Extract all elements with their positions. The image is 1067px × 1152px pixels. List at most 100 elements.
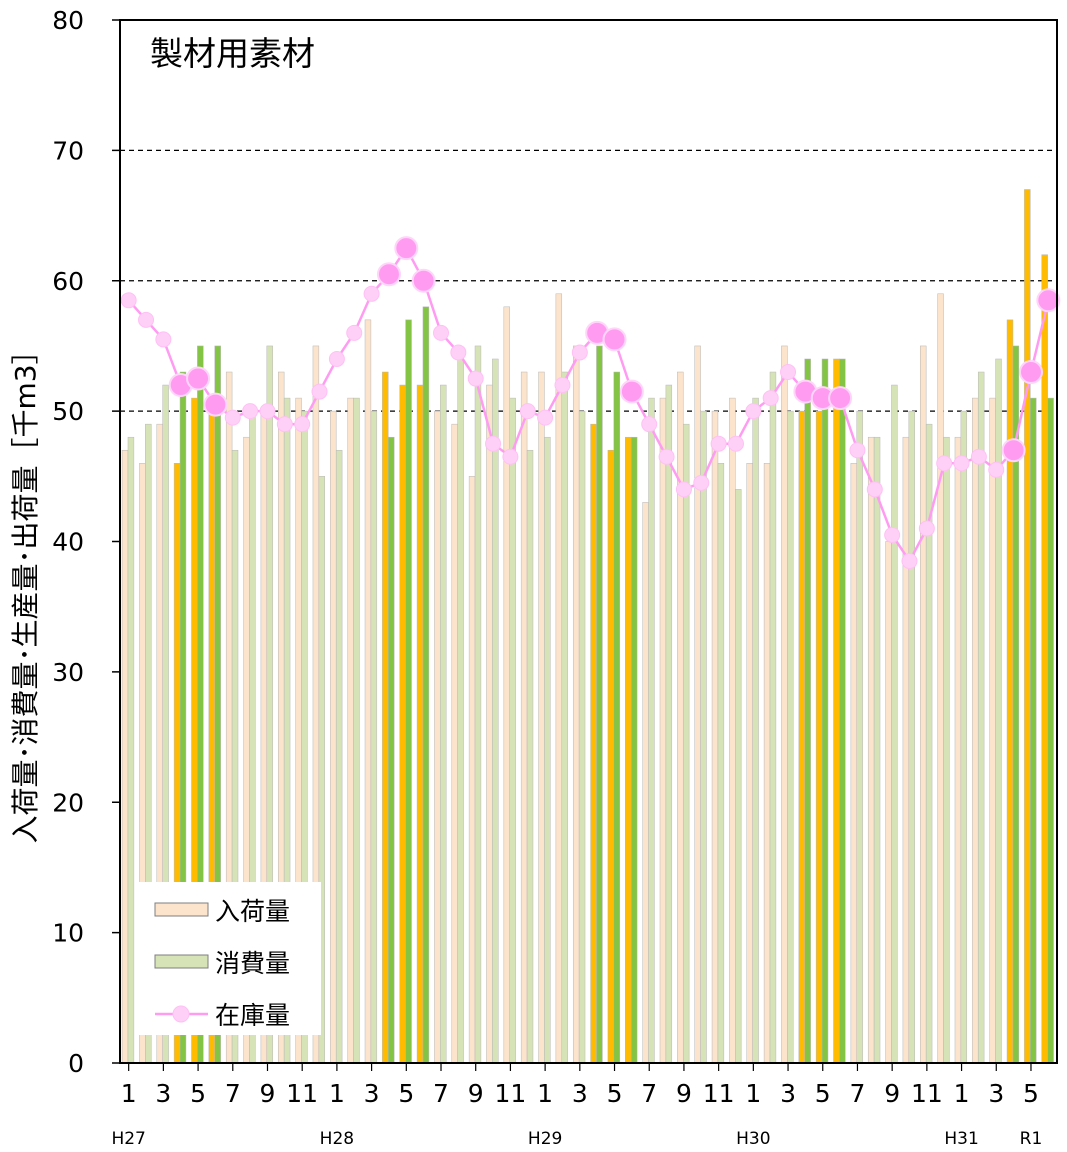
stock-point-26 bbox=[571, 344, 588, 361]
stock-point-5 bbox=[203, 392, 228, 417]
stock-point-10 bbox=[294, 416, 311, 433]
bar-consumption-45 bbox=[908, 410, 915, 1064]
bar-consumption-38 bbox=[787, 410, 794, 1064]
stock-point-14 bbox=[363, 285, 380, 302]
stock-point-51 bbox=[1001, 438, 1026, 463]
x-tick-label-2: 3 bbox=[155, 1079, 171, 1108]
bar-consumption-33 bbox=[700, 410, 707, 1064]
stock-point-42 bbox=[849, 442, 866, 459]
bar-arrivals-49 bbox=[972, 397, 979, 1064]
stock-point-11 bbox=[311, 383, 328, 400]
bar-arrivals-26 bbox=[572, 345, 580, 1064]
stock-point-50 bbox=[988, 461, 1005, 478]
y-tick-label-80: 80 bbox=[52, 6, 84, 35]
legend-swatch-consumption bbox=[154, 954, 209, 969]
legend-marker-stock bbox=[172, 1005, 190, 1023]
stock-point-35 bbox=[727, 435, 744, 452]
bar-arrivals-30 bbox=[642, 502, 649, 1064]
year-label-H28: H28 bbox=[320, 1129, 354, 1149]
x-tick-label-38: 3 bbox=[780, 1079, 796, 1108]
bar-consumption-12 bbox=[335, 449, 343, 1064]
bar-consumption-14 bbox=[370, 410, 378, 1064]
y-axis-label: 入荷量･消費量･生産量･出荷量［千m3］ bbox=[9, 336, 42, 843]
bar-consumption-20 bbox=[474, 345, 482, 1064]
bar-arrivals-21 bbox=[486, 384, 493, 1064]
stock-point-33 bbox=[693, 474, 710, 491]
stock-point-29 bbox=[619, 379, 644, 404]
x-tick-label-52: 5 bbox=[1023, 1079, 1039, 1108]
bar-arrivals-32 bbox=[677, 371, 684, 1064]
stock-point-23 bbox=[519, 403, 536, 420]
bar-arrivals-43 bbox=[867, 436, 875, 1064]
stock-point-13 bbox=[346, 324, 363, 341]
y-tick-label-10: 10 bbox=[52, 919, 84, 948]
stock-point-22 bbox=[502, 448, 519, 465]
bar-arrivals-19 bbox=[451, 423, 458, 1064]
x-tick-label-18: 7 bbox=[433, 1079, 449, 1108]
bar-arrivals-24 bbox=[538, 371, 545, 1064]
bar-consumption-49 bbox=[977, 371, 985, 1064]
stock-point-52 bbox=[1018, 360, 1043, 385]
stock-point-34 bbox=[710, 435, 727, 452]
x-tick-label-22: 11 bbox=[495, 1079, 527, 1108]
stock-point-31 bbox=[658, 448, 675, 465]
bar-consumption-44 bbox=[891, 384, 898, 1064]
bar-arrivals-31 bbox=[659, 397, 667, 1064]
stock-point-1 bbox=[138, 311, 155, 328]
stock-point-49 bbox=[970, 448, 987, 465]
bar-arrivals-16 bbox=[399, 384, 406, 1064]
stock-point-9 bbox=[276, 416, 293, 433]
bar-arrivals-51 bbox=[1006, 319, 1014, 1064]
stock-point-17 bbox=[411, 268, 436, 293]
bar-consumption-21 bbox=[492, 358, 499, 1064]
bar-consumption-34 bbox=[717, 463, 725, 1064]
legend-swatch-arrivals bbox=[154, 902, 209, 917]
bar-arrivals-0 bbox=[121, 449, 129, 1064]
bar-arrivals-27 bbox=[590, 423, 597, 1064]
stock-point-38 bbox=[780, 364, 797, 381]
x-tick-label-12: 1 bbox=[329, 1079, 345, 1108]
x-tick-label-8: 9 bbox=[260, 1079, 276, 1108]
bar-arrivals-29 bbox=[625, 436, 632, 1064]
bar-consumption-53 bbox=[1047, 397, 1054, 1064]
stock-point-21 bbox=[485, 435, 502, 452]
bar-arrivals-41 bbox=[833, 358, 840, 1064]
bar-consumption-28 bbox=[613, 371, 620, 1064]
bar-arrivals-25 bbox=[555, 293, 563, 1064]
bar-consumption-41 bbox=[839, 358, 846, 1064]
x-tick-label-16: 5 bbox=[398, 1079, 414, 1108]
bar-arrivals-40 bbox=[815, 410, 823, 1064]
bar-consumption-37 bbox=[769, 371, 777, 1064]
bar-consumption-48 bbox=[960, 410, 968, 1064]
bar-arrivals-48 bbox=[954, 436, 962, 1064]
bars bbox=[121, 189, 1054, 1064]
bar-arrivals-38 bbox=[781, 345, 788, 1064]
bar-arrivals-15 bbox=[382, 371, 389, 1064]
bar-arrivals-36 bbox=[746, 463, 753, 1064]
x-tick-label-46: 11 bbox=[911, 1079, 943, 1108]
y-axis-ticks: 0 10 20 30 40 50 60 70 80 bbox=[52, 6, 120, 1078]
bar-arrivals-34 bbox=[711, 410, 719, 1064]
year-labels: H27 H28 H29 H30 H31 R1 bbox=[111, 1129, 1042, 1149]
chart-title: 製材用素材 bbox=[150, 34, 315, 73]
stock-point-4 bbox=[186, 366, 211, 391]
bar-arrivals-14 bbox=[364, 319, 372, 1064]
bar-arrivals-53 bbox=[1041, 254, 1048, 1064]
x-tick-label-40: 5 bbox=[815, 1079, 831, 1108]
stock-line bbox=[120, 236, 1061, 570]
bar-consumption-13 bbox=[353, 397, 360, 1064]
bar-arrivals-17 bbox=[416, 384, 424, 1064]
bar-arrivals-23 bbox=[520, 371, 528, 1064]
gridlines bbox=[120, 149, 1057, 412]
stock-point-24 bbox=[537, 409, 554, 426]
bar-consumption-31 bbox=[665, 384, 673, 1064]
y-tick-label-0: 0 bbox=[68, 1049, 84, 1078]
bar-arrivals-50 bbox=[989, 397, 996, 1064]
x-tick-label-10: 11 bbox=[286, 1079, 318, 1108]
x-tick-label-24: 1 bbox=[537, 1079, 553, 1108]
bar-consumption-29 bbox=[630, 436, 638, 1064]
bar-consumption-22 bbox=[509, 397, 516, 1064]
stock-point-7 bbox=[242, 403, 259, 420]
year-label-H30: H30 bbox=[736, 1129, 770, 1149]
